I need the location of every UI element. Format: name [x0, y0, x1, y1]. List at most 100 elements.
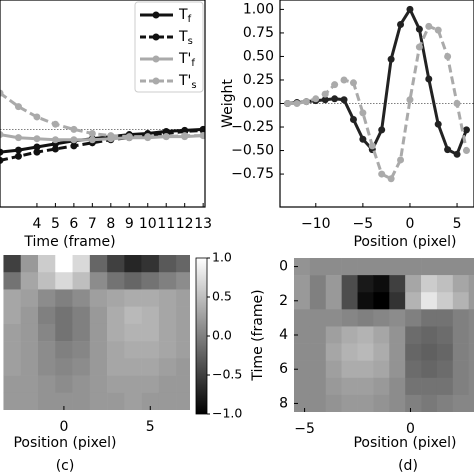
heatmap-cell	[107, 323, 125, 342]
heatmap-cell	[468, 360, 474, 379]
series-marker	[340, 96, 348, 104]
heatmap-cell	[20, 375, 39, 394]
heatmap-cell	[452, 360, 470, 379]
heatmap-cell	[3, 323, 22, 342]
heatmap-cell	[294, 275, 311, 293]
heatmap-cell	[55, 306, 73, 325]
heatmap-cell	[357, 343, 374, 361]
heatmap-cell	[141, 306, 160, 325]
heatmap-cell	[405, 360, 422, 379]
heatmap-cell	[421, 258, 438, 276]
series-marker	[51, 136, 59, 144]
heatmap-cell	[341, 343, 358, 361]
heatmap-cell	[421, 275, 438, 293]
heatmap-cell	[325, 258, 342, 276]
heatmap-cell	[468, 377, 474, 396]
heatmap-cell	[421, 309, 438, 327]
y-tick-label: 0.00	[243, 96, 274, 112]
y-tick-label: 0.50	[243, 48, 274, 64]
heatmap-cell	[294, 343, 311, 361]
heatmap-cell	[309, 258, 327, 276]
heatmap-cell	[405, 292, 422, 310]
heatmap-cell	[3, 272, 22, 290]
heatmap-cell	[141, 272, 160, 290]
heatmap-cell	[436, 377, 454, 396]
series-marker	[14, 146, 22, 154]
heatmap-cell	[309, 394, 327, 412]
series-marker	[70, 125, 78, 133]
x-tick-label: 11	[157, 216, 175, 232]
heatmap-cell	[341, 258, 358, 276]
legend-marker	[152, 33, 160, 41]
heatmap-cell	[176, 255, 190, 273]
y-axis-label: Time (frame)	[250, 289, 266, 381]
series-marker	[462, 147, 470, 155]
series-marker	[33, 113, 41, 121]
heatmap-cell	[325, 343, 342, 361]
colorbar-tick-label: 0.5	[212, 289, 232, 304]
heatmap-cell	[325, 275, 342, 293]
series-marker	[0, 131, 4, 139]
series-marker	[368, 142, 376, 150]
heatmap-cell	[141, 323, 160, 342]
heatmap-cell	[89, 323, 108, 342]
heatmap-cell	[20, 255, 39, 273]
y-axis-label: Weight	[220, 79, 236, 128]
heatmap-cell	[38, 358, 56, 376]
heatmap-cell	[405, 343, 422, 361]
heatmap-cell	[124, 375, 142, 394]
heatmap-cell	[421, 377, 438, 396]
heatmap-cell	[176, 272, 190, 290]
heatmap-cell	[309, 326, 327, 344]
series-marker	[434, 120, 442, 128]
heatmap-cell	[389, 377, 406, 396]
x-tick-label: 0	[59, 419, 68, 435]
y-tick-label: 8	[279, 395, 288, 411]
heatmap-cell	[141, 341, 160, 359]
heatmap-cell	[72, 289, 91, 307]
series-marker	[33, 135, 41, 143]
heatmap-cell	[341, 309, 358, 327]
heatmap-cell	[373, 258, 390, 276]
y-tick-label: 0.25	[243, 72, 274, 88]
x-tick-label: 5	[51, 216, 60, 232]
heatmap-cell	[38, 306, 56, 325]
legend-box	[134, 1, 204, 93]
series-marker	[199, 132, 205, 140]
heatmap-cell	[436, 292, 454, 310]
heatmap-cell	[341, 377, 358, 396]
heatmap-cell	[72, 323, 91, 342]
heatmap-cell	[389, 394, 406, 412]
plot-area	[294, 258, 474, 412]
heatmap-cell	[176, 392, 190, 410]
series-marker	[425, 75, 433, 83]
heatmap-cell	[341, 394, 358, 412]
series-marker	[415, 43, 423, 51]
series-marker	[321, 96, 329, 104]
series-marker	[415, 25, 423, 33]
legend-label: T'f	[178, 51, 195, 69]
series-marker	[284, 100, 292, 107]
heatmap-cell	[55, 341, 73, 359]
heatmap-cell	[55, 289, 73, 307]
heatmap-cell	[141, 255, 160, 273]
series-marker	[387, 175, 395, 183]
legend-marker	[152, 11, 160, 19]
heatmap-cell	[357, 326, 374, 344]
series-marker	[331, 81, 339, 89]
series-marker	[0, 156, 4, 164]
colorbar	[195, 257, 208, 415]
heatmap-cell	[325, 377, 342, 396]
heatmap-cell	[452, 394, 470, 412]
heatmap-cell	[72, 358, 91, 376]
heatmap-cell	[158, 272, 177, 290]
legend-label: T's	[178, 73, 197, 91]
heatmap-cell	[3, 358, 22, 376]
heatmap-cell	[20, 306, 39, 325]
heatmap-cell	[373, 360, 390, 379]
heatmap-cell	[341, 360, 358, 379]
heatmap-cell	[405, 258, 422, 276]
series-marker	[453, 150, 461, 158]
series-marker	[397, 20, 405, 28]
